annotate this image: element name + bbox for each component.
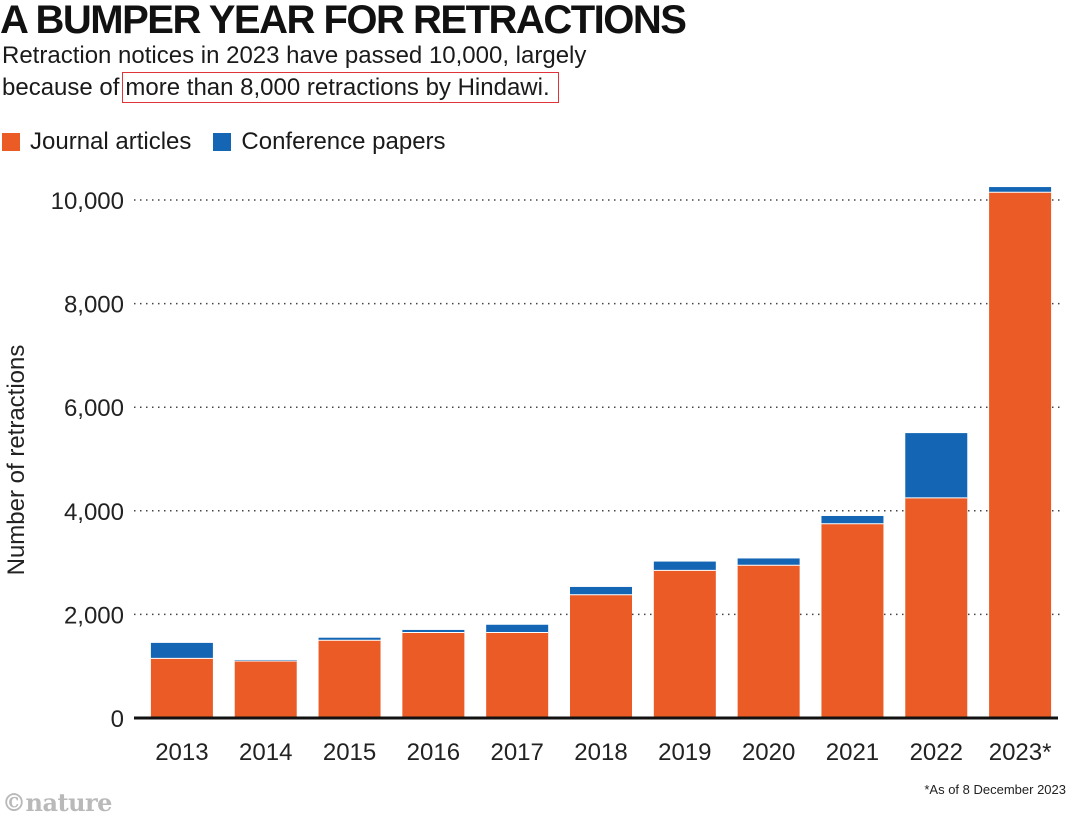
x-tick-label-2018: 2018 (574, 739, 627, 766)
bar-journal-2015 (318, 640, 381, 718)
x-tick-label-2022: 2022 (910, 739, 963, 766)
bar-conference-2019 (653, 561, 716, 571)
bar-journal-2013 (150, 658, 213, 718)
y-tick-label-0: 0 (111, 706, 124, 733)
x-tick-label-2015: 2015 (323, 739, 376, 766)
y-tick-label-4000: 4,000 (64, 499, 124, 526)
legend-swatch-conference (213, 133, 232, 151)
chart-title: A BUMPER YEAR FOR RETRACTIONS (0, 0, 687, 42)
x-tick-label-2014: 2014 (239, 739, 292, 766)
x-tick-label-2019: 2019 (658, 739, 711, 766)
bar-conference-2018 (570, 586, 632, 595)
bar-journal-2019 (653, 570, 716, 718)
bar-conference-2020 (737, 558, 800, 566)
footnote: *As of 8 December 2023 (924, 782, 1066, 797)
x-tick-label-2020: 2020 (742, 739, 795, 766)
y-tick-label-10000: 10,000 (51, 188, 124, 215)
bar-conference-2014 (234, 659, 297, 662)
x-tick-label-2021: 2021 (826, 739, 879, 766)
bar-conference-2021 (821, 515, 884, 524)
bar-conference-2022 (905, 433, 968, 498)
y-tick-label-2000: 2,000 (64, 602, 124, 629)
legend-label-journal: Journal articles (30, 128, 192, 155)
subtitle-line-1: Retraction notices in 2023 have passed 1… (2, 42, 587, 69)
nature-logo: ©nature (2, 788, 112, 817)
x-tick-label-2017: 2017 (490, 739, 543, 766)
legend-item-conference: Conference papers (213, 128, 446, 156)
legend-item-journal: Journal articles (2, 128, 191, 156)
bar-journal-2017 (486, 632, 549, 718)
bar-journal-2022 (905, 497, 968, 718)
chart-subtitle: Retraction notices in 2023 have passed 1… (2, 40, 586, 104)
x-tick-label-2016: 2016 (407, 739, 460, 766)
bar-journal-2023 (989, 192, 1052, 719)
y-axis-title: Number of retractions (3, 345, 30, 576)
subtitle-lead: because of (2, 74, 120, 101)
bar-conference-2013 (150, 642, 213, 659)
legend-swatch-journal (2, 133, 20, 151)
bar-conference-2015 (318, 637, 381, 641)
bar-conference-2023 (989, 187, 1052, 193)
y-tick-label-6000: 6,000 (64, 395, 124, 422)
bar-journal-2016 (402, 632, 465, 718)
legend: Journal articles Conference papers (2, 128, 468, 156)
subtitle-line-2: because of more than 8,000 retractions by… (2, 72, 586, 104)
x-tick-label-2013: 2013 (155, 739, 208, 766)
bar-conference-2017 (486, 624, 549, 633)
subtitle-highlight: more than 8,000 retractions by Hindawi. (122, 72, 559, 103)
legend-label-conference: Conference papers (241, 128, 446, 155)
bar-journal-2020 (737, 565, 800, 718)
x-tick-label-2023: 2023* (989, 739, 1052, 766)
bar-journal-2021 (821, 523, 884, 718)
y-tick-label-8000: 8,000 (64, 292, 124, 319)
bar-journal-2018 (570, 594, 632, 718)
bar-journal-2014 (234, 661, 297, 718)
bar-conference-2016 (402, 629, 465, 633)
